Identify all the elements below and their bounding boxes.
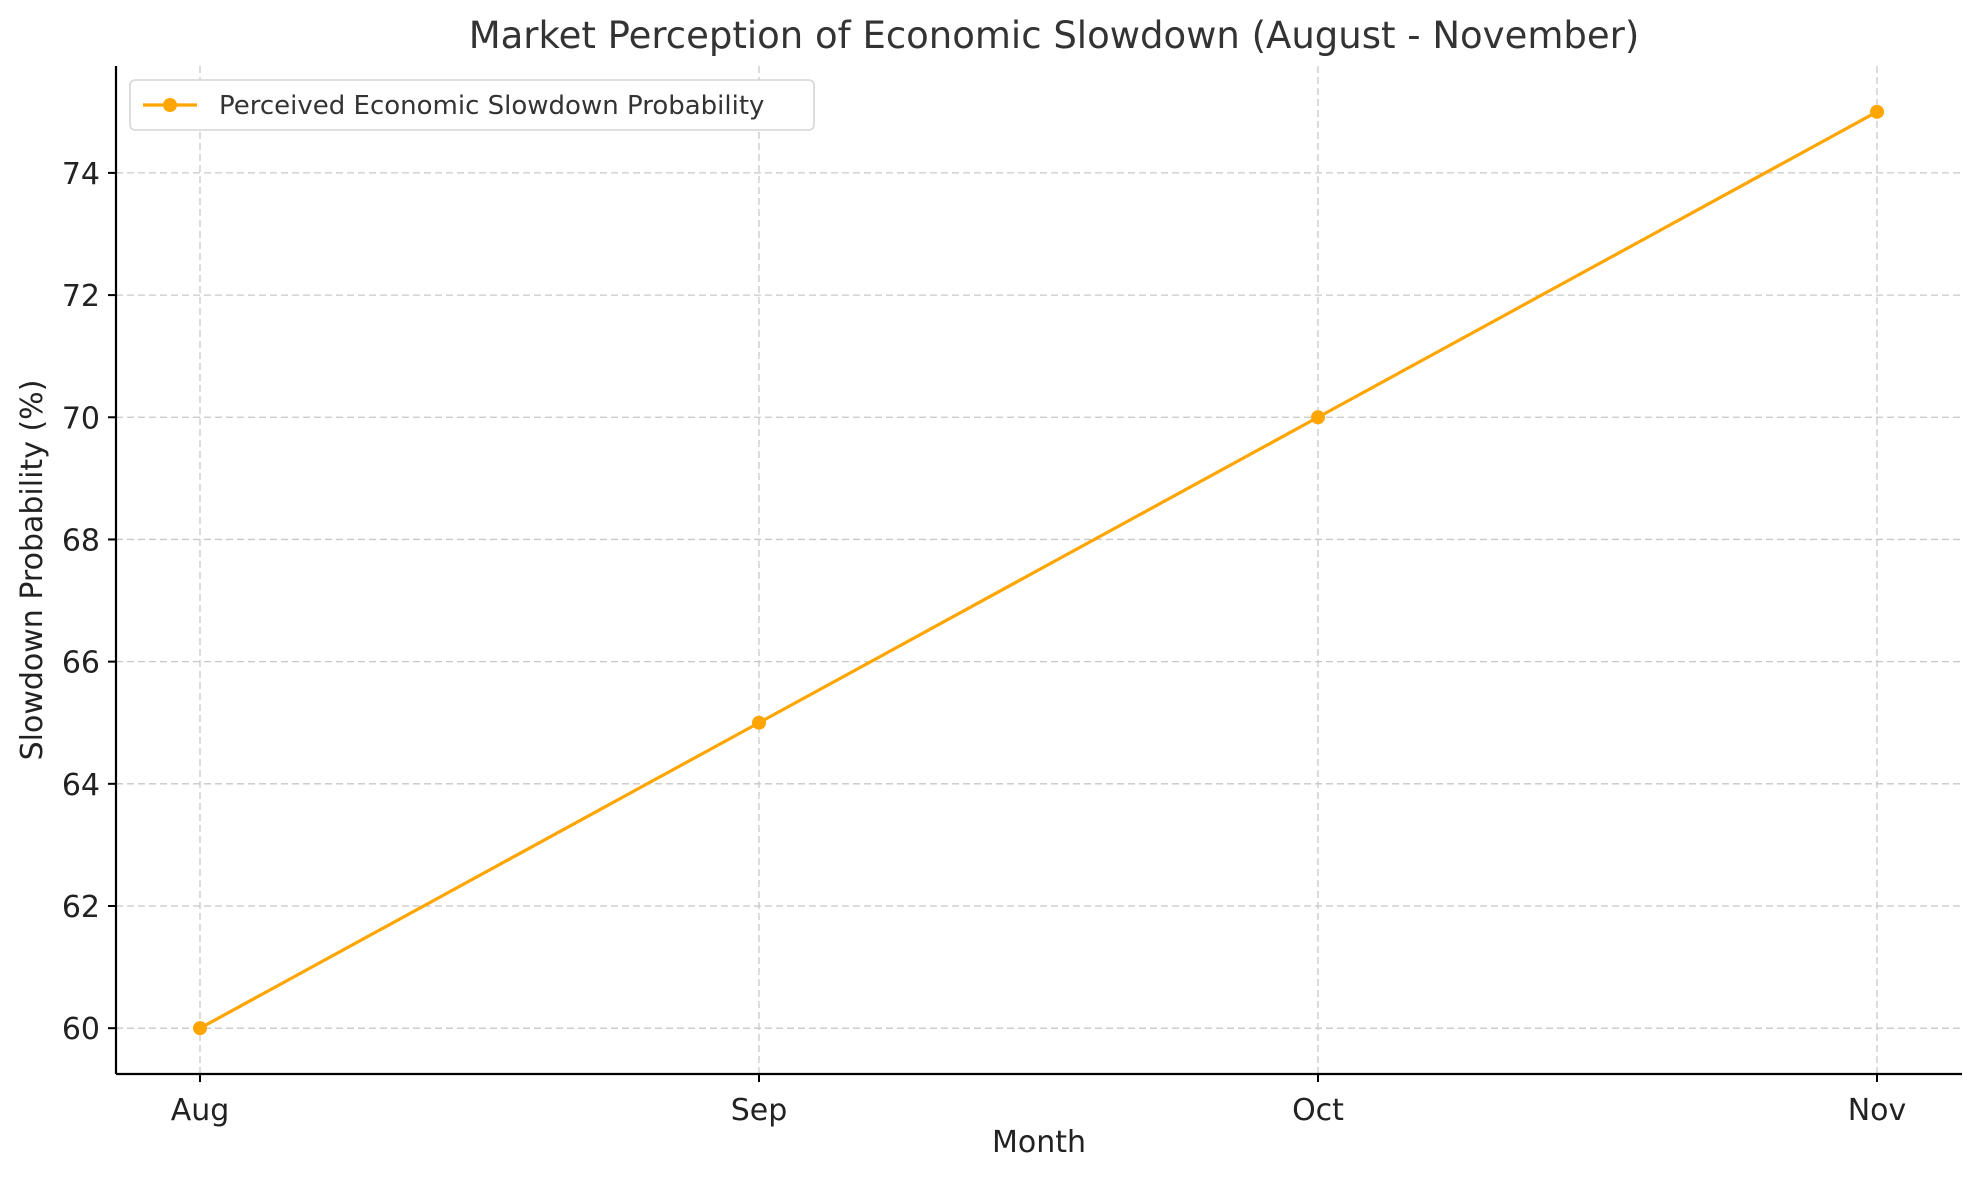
- data-point-sep: [752, 715, 766, 730]
- legend-label: Perceived Economic Slowdown Probability: [219, 91, 764, 121]
- y-tick-label: 66: [62, 646, 100, 681]
- axis-ticks: 60 62 64 66 68 70 72 74 Aug Sep Oct Nov: [62, 157, 1906, 1128]
- legend-marker: [163, 98, 177, 112]
- x-tick-label: Nov: [1848, 1093, 1907, 1128]
- chart-title: Market Perception of Economic Slowdown (…: [469, 14, 1640, 57]
- grid: [116, 66, 1962, 1074]
- y-tick-label: 60: [62, 1012, 100, 1047]
- legend: Perceived Economic Slowdown Probability: [129, 79, 815, 131]
- legend-box: [129, 79, 815, 131]
- data-point-nov: [1870, 104, 1884, 119]
- y-tick-label: 62: [62, 890, 100, 925]
- y-tick-label: 64: [62, 768, 100, 803]
- y-tick-label: 70: [62, 401, 100, 436]
- series-line: [199, 110, 1878, 1030]
- data-point-oct: [1311, 410, 1325, 425]
- x-tick-label: Sep: [731, 1093, 788, 1128]
- y-tick-label: 72: [62, 279, 100, 314]
- y-tick-label: 74: [62, 157, 100, 192]
- y-tick-label: 68: [62, 523, 100, 558]
- x-tick-label: Oct: [1292, 1093, 1344, 1128]
- series: [193, 104, 1884, 1036]
- x-tick-label: Aug: [171, 1093, 230, 1128]
- data-point-aug: [193, 1021, 207, 1036]
- y-axis-label: Slowdown Probability (%): [15, 380, 50, 761]
- x-axis-label: Month: [992, 1125, 1086, 1160]
